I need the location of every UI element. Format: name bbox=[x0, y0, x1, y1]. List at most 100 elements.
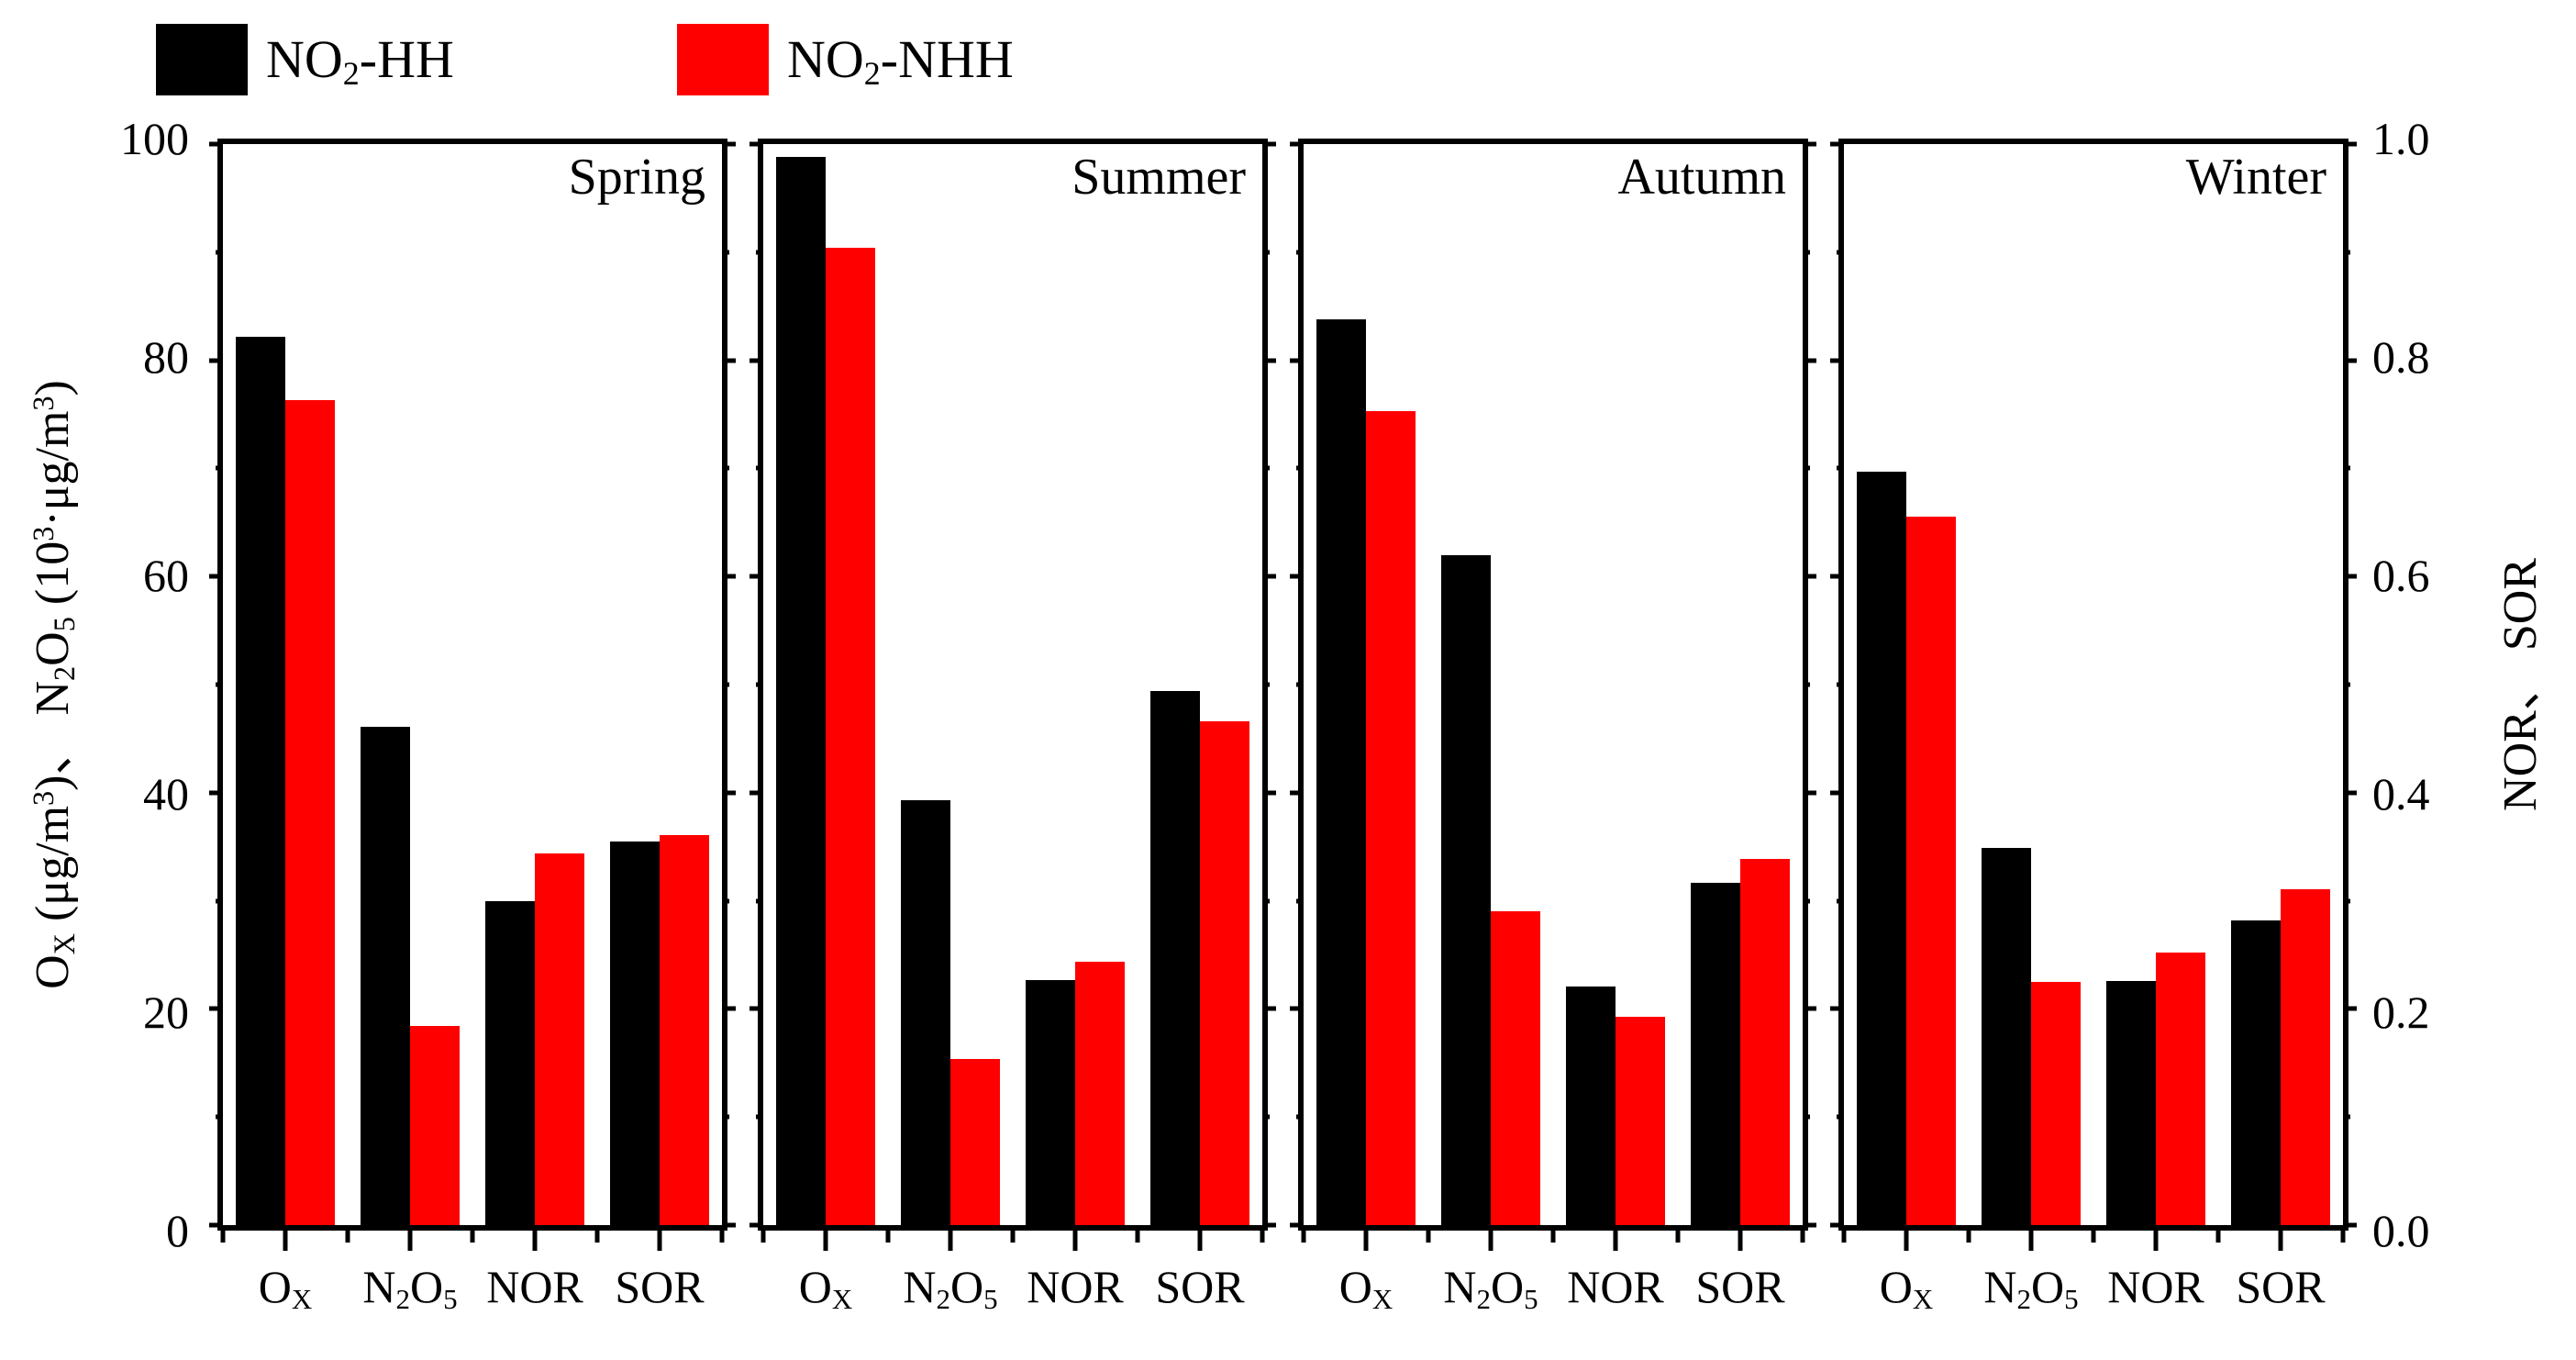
panel-title-autumn: Autumn bbox=[1617, 149, 1786, 206]
x-category-label-OX: OX bbox=[1338, 1261, 1393, 1315]
y-tick bbox=[209, 1222, 223, 1228]
x-category-label-N2O5: N2O5 bbox=[1983, 1261, 2079, 1315]
x-tick-minor bbox=[1010, 1231, 1016, 1243]
x-tick-major bbox=[407, 1231, 413, 1251]
bar-winter-OX-NO2-NHH bbox=[1906, 517, 1956, 1225]
x-tick-minor bbox=[1800, 1231, 1805, 1243]
x-tick-minor bbox=[885, 1231, 891, 1243]
y-tick bbox=[1830, 141, 1844, 147]
y-tick bbox=[1290, 141, 1304, 147]
bar-groups bbox=[1844, 144, 2343, 1225]
bar-summer-OX-NO2-NHH bbox=[826, 248, 875, 1225]
panel-title-spring: Spring bbox=[568, 149, 705, 206]
y-tick bbox=[749, 790, 763, 796]
x-tick-major bbox=[1197, 1231, 1203, 1251]
y-tick bbox=[1262, 141, 1276, 147]
bar-autumn-NOR-NO2-HH bbox=[1566, 986, 1616, 1225]
x-tick-minor bbox=[1260, 1231, 1265, 1243]
right-axis-title: NOR、 SOR bbox=[2494, 558, 2547, 811]
y-tick bbox=[1262, 465, 1270, 471]
y-tick bbox=[209, 1006, 223, 1011]
x-tick-major bbox=[1488, 1231, 1493, 1251]
bar-group-N2O5 bbox=[348, 144, 472, 1225]
y-tick bbox=[1803, 1114, 1810, 1120]
x-tick-major bbox=[2153, 1231, 2159, 1251]
y-tick bbox=[749, 1006, 763, 1011]
bar-winter-SOR-NO2-HH bbox=[2231, 920, 2281, 1225]
y-tick bbox=[2343, 465, 2350, 471]
y-tick bbox=[1262, 1006, 1276, 1011]
bar-spring-NOR-NO2-NHH bbox=[535, 853, 584, 1225]
bar-group-SOR bbox=[1138, 144, 1262, 1225]
bar-autumn-NOR-NO2-NHH bbox=[1616, 1016, 1665, 1225]
y-tick bbox=[2343, 574, 2357, 579]
bar-winter-SOR-NO2-NHH bbox=[2281, 888, 2330, 1225]
y-tick bbox=[756, 250, 763, 255]
x-tick-minor bbox=[2215, 1231, 2221, 1243]
left-axis-tick-label: 0 bbox=[166, 1205, 189, 1256]
right-axis-tick-label: 0.4 bbox=[2372, 768, 2430, 819]
x-tick-major bbox=[2028, 1231, 2034, 1251]
bar-winter-NOR-NO2-HH bbox=[2106, 980, 2156, 1225]
x-category-label-OX: OX bbox=[1879, 1261, 1934, 1315]
y-tick bbox=[1837, 465, 1844, 471]
bar-spring-SOR-NO2-HH bbox=[610, 841, 660, 1225]
x-tick-minor bbox=[2091, 1231, 2096, 1243]
panel-autumn: Autumn OX N2O5 NOR SOR bbox=[1290, 139, 1816, 1313]
x-category-label-SOR: SOR bbox=[615, 1261, 705, 1312]
bar-group-NOR bbox=[2093, 144, 2218, 1225]
y-tick bbox=[2343, 898, 2350, 904]
bar-winter-NOR-NO2-NHH bbox=[2156, 953, 2205, 1225]
bar-autumn-OX-NO2-NHH bbox=[1366, 410, 1416, 1225]
bar-autumn-N2O5-NO2-NHH bbox=[1491, 911, 1540, 1225]
panel-spring: Spring OX N2O5 NOR SOR bbox=[209, 139, 736, 1313]
panel-summer: Summer OX N2O5 NOR SOR bbox=[749, 139, 1276, 1313]
x-category-label-OX: OX bbox=[798, 1261, 853, 1315]
y-tick bbox=[209, 358, 223, 363]
bar-spring-N2O5-NO2-HH bbox=[361, 726, 410, 1225]
y-tick bbox=[1262, 682, 1270, 687]
panels: Spring OX N2O5 NOR SOR Summer OX N2O5 NOR SOR Autu… bbox=[209, 139, 2357, 1313]
y-tick bbox=[1290, 790, 1304, 796]
y-tick bbox=[749, 358, 763, 363]
y-tick bbox=[1296, 1114, 1304, 1120]
y-tick bbox=[722, 141, 736, 147]
x-tick-minor bbox=[1550, 1231, 1556, 1243]
x-tick-minor bbox=[220, 1231, 226, 1243]
y-tick bbox=[2343, 1114, 2350, 1120]
x-tick-minor bbox=[1675, 1231, 1681, 1243]
y-tick bbox=[722, 1114, 729, 1120]
y-tick bbox=[1803, 1222, 1816, 1228]
y-tick bbox=[722, 790, 736, 796]
y-tick bbox=[216, 682, 223, 687]
y-tick bbox=[2343, 250, 2350, 255]
bar-group-N2O5 bbox=[888, 144, 1013, 1225]
right-axis-tick-label: 0.8 bbox=[2372, 331, 2430, 383]
x-tick-major bbox=[1738, 1231, 1743, 1251]
y-tick bbox=[2343, 682, 2350, 687]
y-tick bbox=[749, 574, 763, 579]
x-category-label-OX: OX bbox=[258, 1261, 313, 1315]
y-tick bbox=[1262, 250, 1270, 255]
right-axis-tick-label: 1.0 bbox=[2372, 113, 2430, 164]
bar-spring-OX-NO2-NHH bbox=[285, 400, 335, 1225]
bar-summer-N2O5-NO2-HH bbox=[901, 800, 950, 1225]
bar-groups bbox=[223, 144, 722, 1225]
bar-summer-OX-NO2-HH bbox=[776, 157, 826, 1225]
x-tick-minor bbox=[470, 1231, 475, 1243]
x-tick-major bbox=[1363, 1231, 1369, 1251]
y-tick bbox=[1803, 358, 1816, 363]
bar-autumn-SOR-NO2-NHH bbox=[1740, 858, 1790, 1225]
y-tick bbox=[1837, 1114, 1844, 1120]
panel-winter: Winter OX N2O5 NOR SOR bbox=[1830, 139, 2357, 1313]
x-tick-minor bbox=[1966, 1231, 1971, 1243]
bar-group-OX bbox=[1304, 144, 1428, 1225]
y-tick bbox=[2343, 358, 2357, 363]
y-tick bbox=[1837, 250, 1844, 255]
y-tick bbox=[749, 1222, 763, 1228]
x-category-label-NOR: NOR bbox=[1567, 1261, 1664, 1312]
y-tick bbox=[1296, 682, 1304, 687]
y-tick bbox=[1262, 1114, 1270, 1120]
legend-label-no2-nhh: NO2-NHH bbox=[787, 29, 1014, 92]
